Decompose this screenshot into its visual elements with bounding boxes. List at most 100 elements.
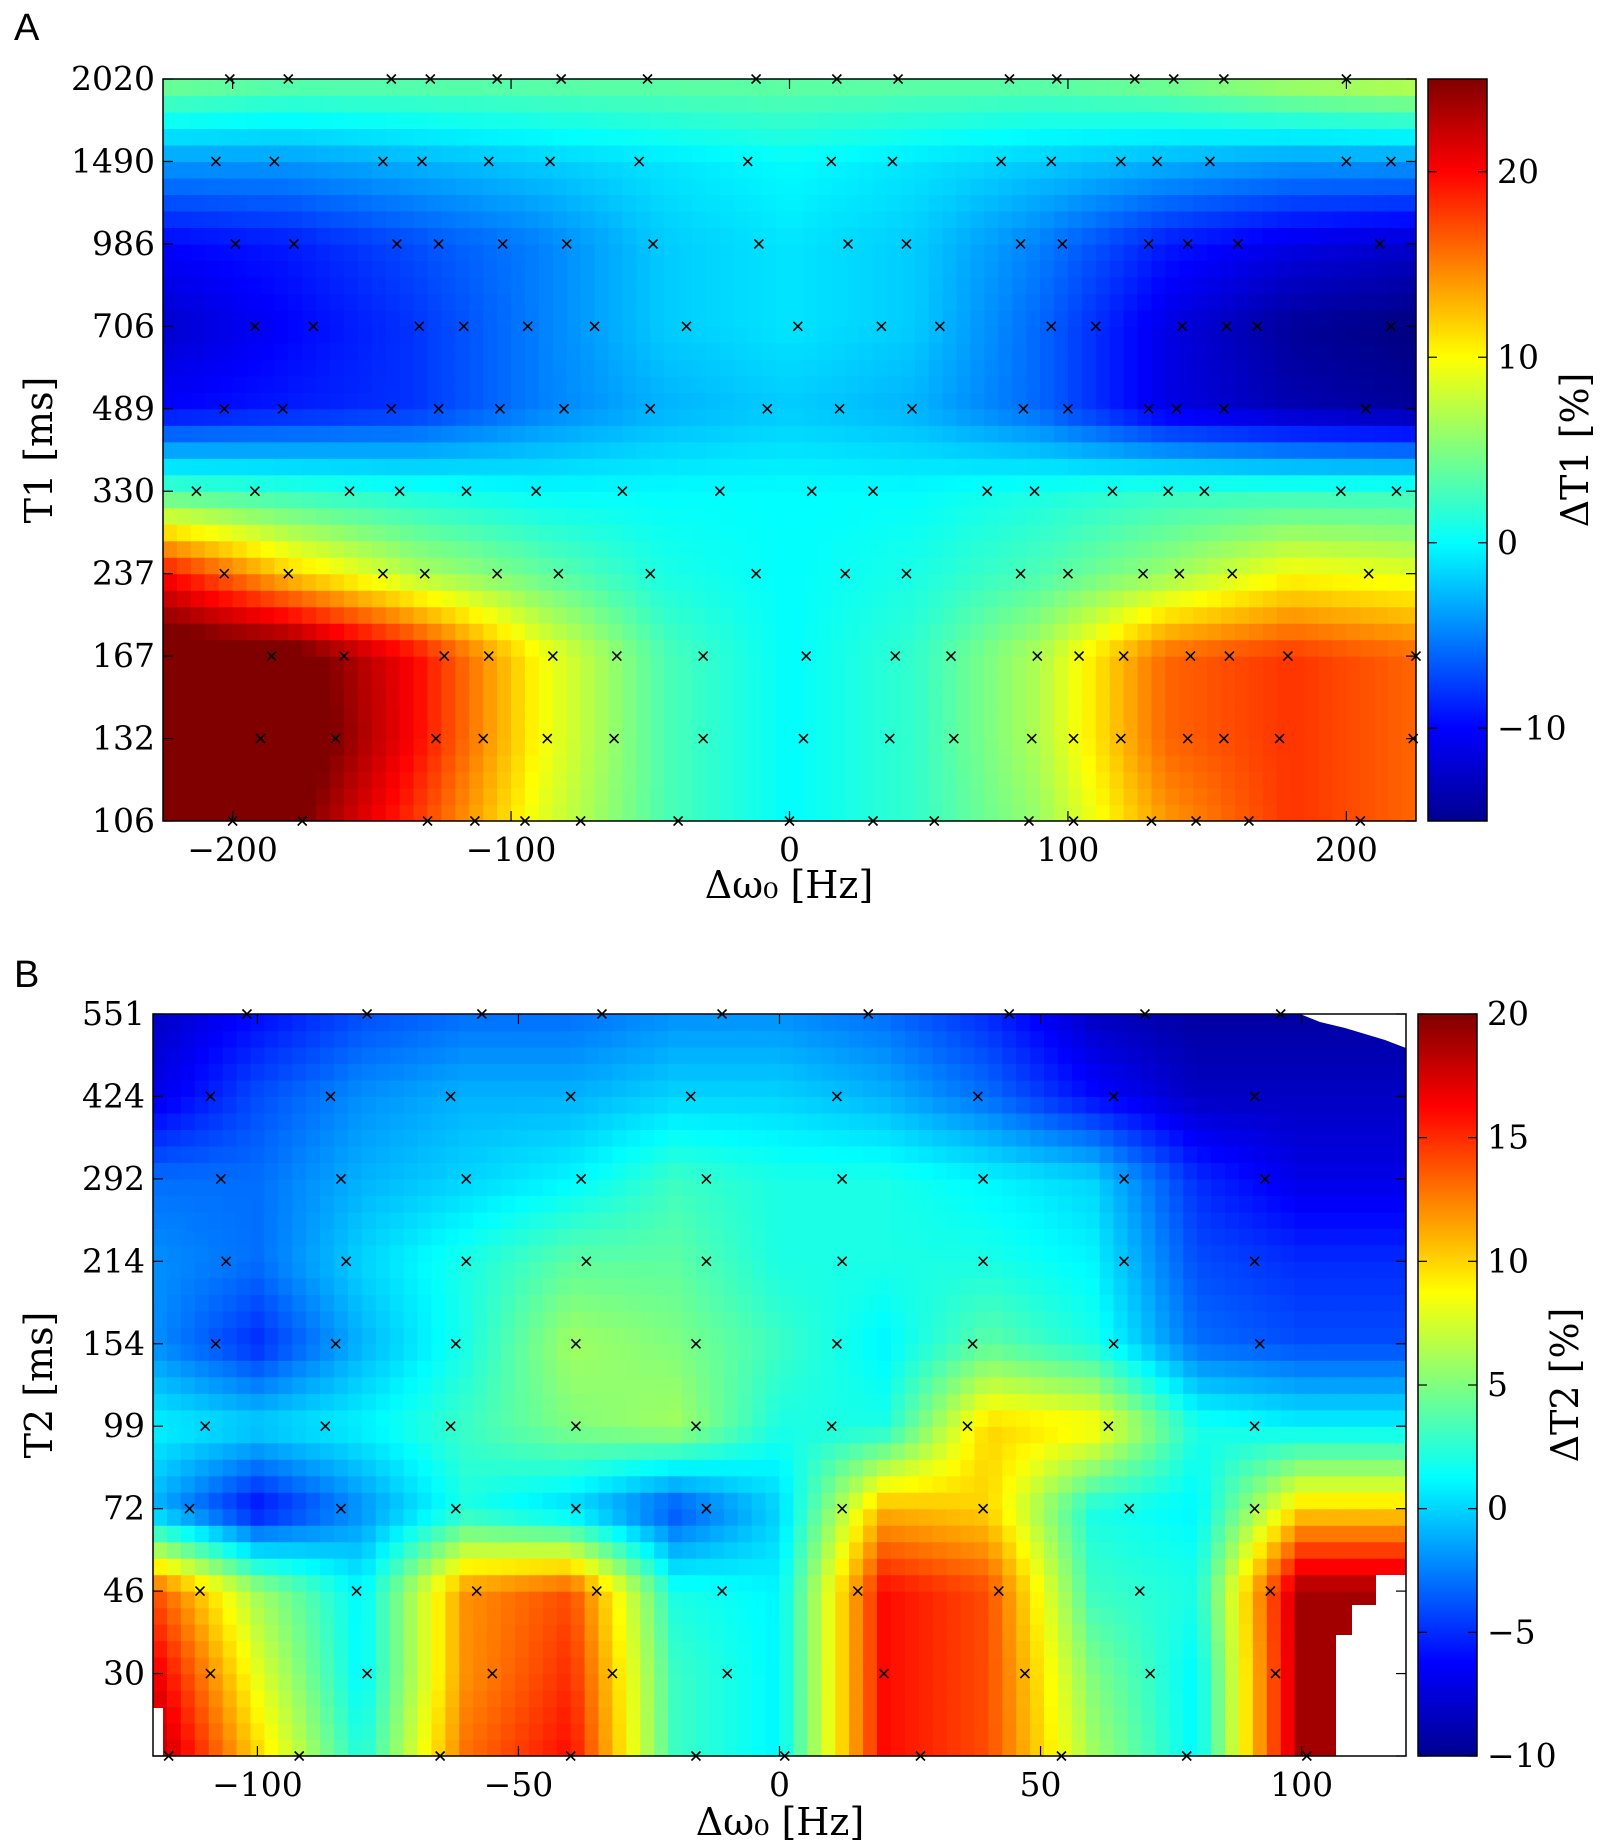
heatmap-cell [1221, 79, 1236, 97]
heatmap-cell [580, 95, 596, 113]
heatmap-cell [1067, 342, 1083, 360]
heatmap-cell [1026, 194, 1041, 212]
heatmap-cell [1235, 144, 1250, 163]
heatmap-cell [260, 606, 275, 624]
heatmap-cell [1360, 425, 1375, 443]
heatmap-cell [1276, 573, 1292, 591]
heatmap-cell [1179, 606, 1194, 624]
heatmap-cell [1012, 441, 1027, 459]
heatmap-cell [761, 474, 777, 492]
heatmap-cell [260, 227, 275, 245]
heatmap-cell [511, 441, 526, 459]
sample-point-marker [762, 403, 773, 414]
heatmap-cell [1280, 1723, 1296, 1741]
heatmap-cell [733, 623, 749, 641]
heatmap-cell [793, 1640, 808, 1658]
heatmap-cell [1374, 210, 1389, 228]
heatmap-cell [1026, 788, 1041, 806]
heatmap-cell [998, 606, 1013, 624]
heatmap-cell [580, 441, 596, 459]
heatmap-cell [1109, 722, 1125, 740]
heatmap-cell [733, 161, 749, 179]
heatmap-cell [761, 210, 777, 228]
heatmap-cell [831, 95, 846, 113]
heatmap-cell [664, 111, 679, 130]
heatmap-cell [1151, 557, 1166, 575]
heatmap-cell [998, 276, 1013, 294]
heatmap-cell [552, 689, 568, 707]
heatmap-cell [441, 656, 456, 674]
heatmap-cell [441, 474, 456, 492]
heatmap-cell [302, 771, 317, 789]
heatmap-cell [817, 590, 832, 608]
heatmap-cell [288, 309, 303, 327]
heatmap-cell [1304, 210, 1320, 228]
heatmap-cell [1151, 474, 1166, 492]
heatmap-cell [608, 458, 624, 476]
heatmap-cell [1057, 1640, 1073, 1658]
heatmap-cell [1262, 161, 1278, 179]
heatmap-cell [733, 540, 749, 558]
heatmap-cell [302, 524, 317, 542]
heatmap-cell [594, 260, 610, 278]
heatmap-cell [399, 128, 415, 146]
heatmap-cell [984, 177, 999, 196]
heatmap-cell [970, 788, 986, 806]
heatmap-cell [1252, 1673, 1268, 1691]
heatmap-cell [1346, 540, 1361, 558]
heatmap-cell [292, 1640, 307, 1658]
heatmap-cell [650, 359, 665, 377]
heatmap-cell [803, 524, 818, 542]
heatmap-cell [385, 557, 401, 575]
heatmap-cell [598, 1673, 614, 1691]
heatmap-cell [176, 804, 192, 821]
heatmap-cell [859, 79, 874, 97]
sample-point-marker [934, 321, 945, 332]
heatmap-cell [747, 309, 763, 327]
heatmap-cell [385, 771, 401, 789]
heatmap-cell [274, 656, 289, 674]
heatmap-cell [793, 1673, 808, 1691]
heatmap-cell [1221, 111, 1236, 130]
heatmap-cell [524, 293, 540, 311]
heatmap-cell [692, 144, 707, 163]
heatmap-cell [1151, 524, 1166, 542]
heatmap-cell [1081, 474, 1097, 492]
heatmap-cell [552, 177, 568, 196]
heatmap-cell [705, 672, 721, 690]
heatmap-cell [873, 738, 888, 756]
heatmap-cell [664, 590, 679, 608]
heatmap-cell [594, 804, 610, 821]
heatmap-cell [260, 788, 275, 806]
heatmap-cell [250, 1657, 265, 1675]
heatmap-cell [483, 260, 498, 278]
heatmap-cell [692, 342, 707, 360]
heatmap-cell [594, 590, 610, 608]
heatmap-cell [719, 276, 735, 294]
heatmap-cell [845, 293, 860, 311]
heatmap-cell [389, 1673, 405, 1691]
heatmap-cell [385, 507, 401, 525]
heatmap-cell [218, 672, 234, 690]
heatmap-cell [1151, 260, 1166, 278]
heatmap-cell [1211, 1723, 1226, 1741]
heatmap-cell [1012, 491, 1027, 509]
heatmap-cell [733, 210, 749, 228]
heatmap-cell [845, 474, 860, 492]
heatmap-cell [608, 425, 624, 443]
heatmap-cell [1137, 755, 1153, 773]
heatmap-cell [1109, 573, 1125, 591]
sample-point-marker [1068, 733, 1079, 744]
heatmap-cell [622, 326, 637, 344]
heatmap-cell [970, 359, 986, 377]
heatmap-cell [765, 1723, 781, 1741]
heatmap-cell [403, 1723, 419, 1741]
heatmap-cell [998, 375, 1013, 393]
heatmap-cell [789, 408, 805, 426]
heatmap-cell [343, 689, 359, 707]
heatmap-cell [998, 540, 1013, 558]
heatmap-cell [497, 194, 512, 212]
heatmap-cell [928, 557, 944, 575]
sample-point-marker [884, 733, 895, 744]
heatmap-cell [1332, 177, 1347, 196]
